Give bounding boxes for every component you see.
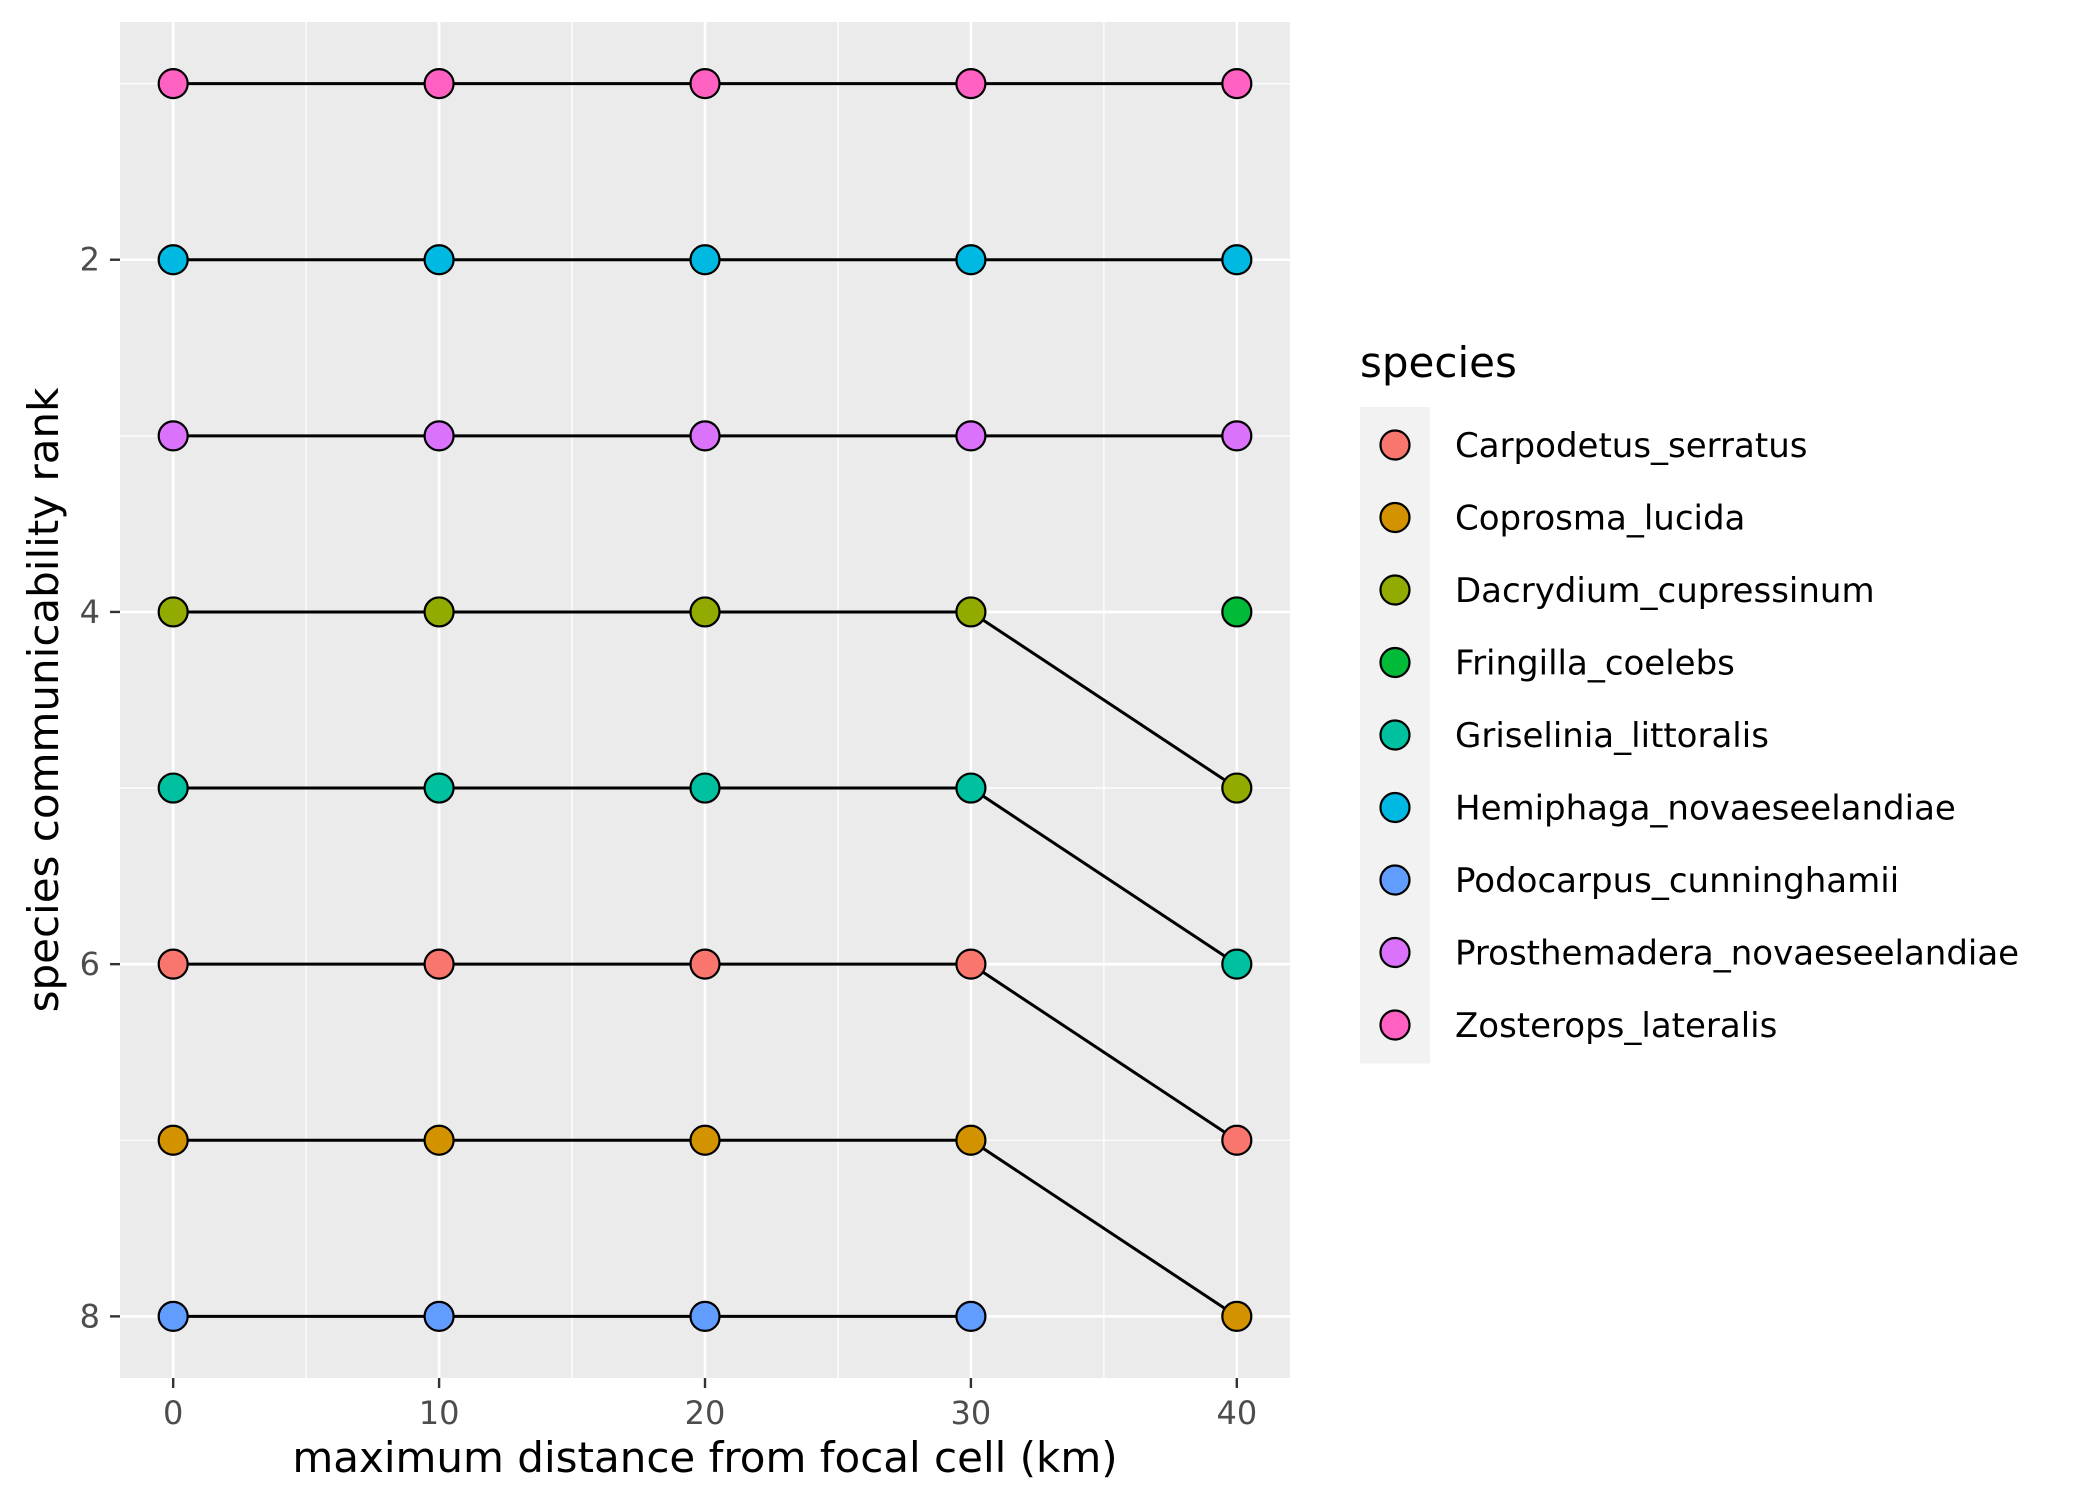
data-point-Hemiphaga_novaeseelandiae	[955, 244, 987, 276]
data-point-Carpodetus_serratus	[1221, 1124, 1253, 1156]
legend-label: Dacrydium_cupressinum	[1455, 571, 1875, 611]
y-tick-label: 2	[80, 241, 100, 279]
legend-item: Griselinia_littoralis	[1379, 716, 1769, 756]
data-point-Prosthemadera_novaeseelandiae	[1221, 420, 1253, 452]
data-point-Dacrydium_cupressinum	[1221, 772, 1253, 804]
legend-key-swatch	[1379, 864, 1411, 896]
legend-label: Hemiphaga_novaeseelandiae	[1455, 789, 1956, 829]
x-tick-label: 0	[163, 1394, 183, 1432]
data-point-Coprosma_lucida	[157, 1124, 189, 1156]
data-point-Hemiphaga_novaeseelandiae	[1221, 244, 1253, 276]
data-point-Fringilla_coelebs	[1221, 596, 1253, 628]
legend-item: Hemiphaga_novaeseelandiae	[1379, 789, 1956, 829]
legend-item: Podocarpus_cunninghamii	[1379, 861, 1899, 901]
data-point-Griselinia_littoralis	[955, 772, 987, 804]
data-point-Coprosma_lucida	[1221, 1300, 1253, 1332]
data-point-Zosterops_lateralis	[157, 68, 189, 100]
legend-item: Prosthemadera_novaeseelandiae	[1379, 934, 2019, 974]
data-point-Coprosma_lucida	[955, 1124, 987, 1156]
legend-key-swatch	[1379, 574, 1411, 606]
legend-item: Fringilla_coelebs	[1379, 644, 1735, 684]
x-tick-label: 20	[685, 1394, 726, 1432]
legend-key-swatch	[1379, 646, 1411, 679]
legend-key-swatch	[1379, 1009, 1411, 1041]
legend-items: Carpodetus_serratus Coprosma_lucida Dacryd…	[1379, 426, 2019, 1046]
legend-label: Podocarpus_cunninghamii	[1455, 861, 1899, 901]
data-point-Dacrydium_cupressinum	[955, 596, 987, 628]
data-point-Podocarpus_cunninghamii	[955, 1300, 987, 1332]
data-point-Prosthemadera_novaeseelandiae	[689, 420, 721, 452]
data-point-Carpodetus_serratus	[689, 948, 721, 980]
legend-label: Coprosma_lucida	[1455, 499, 1745, 539]
data-point-Carpodetus_serratus	[955, 948, 987, 980]
data-point-Podocarpus_cunninghamii	[423, 1300, 455, 1332]
data-point-Coprosma_lucida	[423, 1124, 455, 1156]
data-point-Zosterops_lateralis	[955, 68, 987, 100]
legend-title: species	[1360, 338, 1517, 387]
data-point-Hemiphaga_novaeseelandiae	[423, 244, 455, 276]
legend-label: Carpodetus_serratus	[1455, 426, 1807, 466]
x-axis-title: maximum distance from focal cell (km)	[292, 1433, 1117, 1482]
x-tick-label: 10	[419, 1394, 460, 1432]
data-point-Prosthemadera_novaeseelandiae	[157, 420, 189, 452]
legend-key-swatch	[1379, 501, 1411, 534]
data-point-Dacrydium_cupressinum	[689, 596, 721, 628]
data-point-Coprosma_lucida	[689, 1124, 721, 1156]
x-axis: 0 10 20 30 40	[163, 1378, 1257, 1432]
y-tick-label: 8	[80, 1297, 100, 1335]
y-axis-title: species communicability rank	[19, 387, 68, 1013]
legend-label: Prosthemadera_novaeseelandiae	[1455, 934, 2019, 974]
data-point-Hemiphaga_novaeseelandiae	[689, 244, 721, 276]
x-tick-label: 40	[1216, 1394, 1257, 1432]
data-points	[157, 68, 1253, 1332]
legend-item: Coprosma_lucida	[1379, 499, 1745, 539]
legend-key-swatch	[1379, 719, 1411, 751]
legend-label: Griselinia_littoralis	[1455, 716, 1769, 756]
data-point-Dacrydium_cupressinum	[423, 596, 455, 628]
data-point-Carpodetus_serratus	[157, 948, 189, 980]
y-tick-label: 6	[80, 945, 100, 983]
data-point-Prosthemadera_novaeseelandiae	[423, 420, 455, 452]
x-tick-label: 30	[951, 1394, 992, 1432]
data-point-Podocarpus_cunninghamii	[157, 1300, 189, 1332]
data-point-Zosterops_lateralis	[423, 68, 455, 100]
data-point-Podocarpus_cunninghamii	[689, 1300, 721, 1332]
data-point-Griselinia_littoralis	[689, 772, 721, 804]
data-point-Griselinia_littoralis	[157, 772, 189, 804]
legend-label: Zosterops_lateralis	[1455, 1006, 1777, 1046]
y-tick-label: 4	[80, 593, 100, 631]
data-point-Griselinia_littoralis	[1221, 948, 1253, 980]
data-point-Griselinia_littoralis	[423, 772, 455, 804]
legend-key-swatch	[1379, 936, 1411, 969]
legend-item: Dacrydium_cupressinum	[1379, 571, 1875, 611]
data-point-Prosthemadera_novaeseelandiae	[955, 420, 987, 452]
legend: species Carpodetus_serratus Coprosma_luci…	[1360, 338, 2019, 1064]
legend-key-swatch	[1379, 791, 1411, 824]
legend-key-swatch	[1379, 429, 1411, 461]
data-point-Zosterops_lateralis	[1221, 68, 1253, 100]
data-point-Carpodetus_serratus	[423, 948, 455, 980]
data-point-Hemiphaga_novaeseelandiae	[157, 244, 189, 276]
data-point-Zosterops_lateralis	[689, 68, 721, 100]
legend-item: Zosterops_lateralis	[1379, 1006, 1777, 1046]
data-point-Dacrydium_cupressinum	[157, 596, 189, 628]
legend-item: Carpodetus_serratus	[1379, 426, 1807, 466]
legend-label: Fringilla_coelebs	[1455, 644, 1735, 684]
y-axis: 2 4 6 8	[80, 241, 120, 1335]
